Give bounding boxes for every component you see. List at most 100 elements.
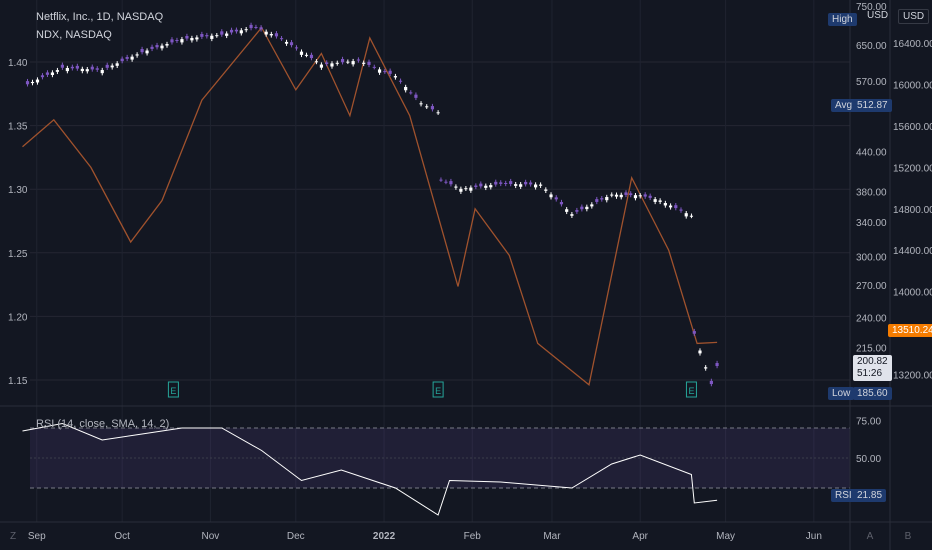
candle-body bbox=[565, 209, 569, 212]
last-price-tag: 200.82 51:26 bbox=[853, 355, 892, 381]
candle-body bbox=[50, 72, 55, 76]
candle-body bbox=[249, 24, 253, 29]
scale-button[interactable]: Z bbox=[10, 531, 16, 542]
candle-body bbox=[367, 61, 371, 65]
compare-series-legend[interactable]: NDX, NASDAQ bbox=[36, 29, 112, 41]
candle-body bbox=[430, 106, 435, 110]
candle-body bbox=[95, 68, 99, 70]
ndx-scale-tick: 13200.00 bbox=[893, 370, 932, 381]
candle-body bbox=[319, 64, 324, 68]
price-scale-tick: 440.00 bbox=[856, 148, 887, 159]
candle-body bbox=[325, 62, 329, 64]
candle-body bbox=[299, 51, 304, 55]
candles bbox=[25, 22, 719, 387]
candle-body bbox=[254, 26, 258, 28]
last-price-value: 200.82 bbox=[857, 356, 888, 367]
candle-body bbox=[494, 181, 498, 185]
candle-body bbox=[419, 103, 423, 105]
candle-body bbox=[425, 106, 429, 108]
currency-label[interactable]: USD bbox=[898, 9, 930, 24]
left-scale-tick: 1.40 bbox=[8, 58, 28, 69]
ndx-scale-tick: 15600.00 bbox=[893, 122, 932, 133]
candle-body bbox=[160, 45, 164, 49]
candle-body bbox=[509, 181, 513, 185]
candle-body bbox=[155, 45, 159, 48]
candle-body bbox=[704, 367, 708, 369]
left-scale-tick: 1.15 bbox=[8, 376, 28, 387]
rsi-legend[interactable]: RSI (14, close, SMA, 14, 2) bbox=[36, 418, 170, 430]
candle-body bbox=[575, 210, 579, 212]
ndx-last-value-tag: 13510.24 bbox=[888, 324, 932, 337]
candle-body bbox=[180, 39, 184, 43]
candle-body bbox=[629, 193, 633, 196]
candle-body bbox=[140, 48, 144, 53]
candle-body bbox=[534, 184, 538, 188]
candle-body bbox=[464, 188, 468, 190]
candle-body bbox=[200, 34, 204, 37]
rsi-series bbox=[22, 422, 718, 516]
candle-body bbox=[165, 44, 169, 46]
candle-body bbox=[538, 184, 543, 186]
candle-body bbox=[175, 39, 179, 41]
price-scale-tick: 300.00 bbox=[856, 252, 887, 263]
candle-body bbox=[674, 205, 678, 209]
price-scale-tick: 570.00 bbox=[856, 77, 887, 88]
candle-body bbox=[195, 37, 199, 40]
candle-body bbox=[610, 194, 614, 196]
candle-body bbox=[388, 70, 392, 74]
candle-body bbox=[304, 54, 309, 56]
candle-body bbox=[549, 194, 553, 198]
candle-body bbox=[398, 80, 403, 82]
candle-body bbox=[585, 206, 589, 210]
candle-body bbox=[120, 58, 124, 62]
price-scale-tick: 240.00 bbox=[856, 313, 887, 324]
scale-button[interactable]: A bbox=[867, 531, 874, 542]
candle-body bbox=[205, 35, 209, 37]
candle-body bbox=[709, 380, 713, 385]
main-series-legend[interactable]: Netflix, Inc., 1D, NASDAQ bbox=[36, 11, 164, 23]
earnings-marker-box bbox=[167, 381, 179, 398]
candle-body bbox=[605, 197, 609, 201]
candle-body bbox=[35, 79, 40, 83]
candle-body bbox=[259, 27, 263, 30]
candle-body bbox=[689, 215, 694, 217]
candle-body bbox=[554, 197, 558, 200]
candle-body bbox=[692, 331, 696, 334]
left-scale-tick: 1.20 bbox=[8, 312, 28, 323]
scale-button[interactable]: B bbox=[905, 531, 912, 542]
candle-body bbox=[469, 187, 473, 191]
candle-body bbox=[115, 63, 119, 66]
earnings-marker-label: E bbox=[688, 386, 694, 396]
candle-body bbox=[65, 68, 69, 72]
candle-body bbox=[638, 195, 642, 197]
candle-body bbox=[499, 182, 503, 184]
candle-body bbox=[444, 181, 448, 183]
candle-body bbox=[648, 195, 652, 198]
candle-body bbox=[294, 47, 299, 49]
candle-body bbox=[595, 199, 599, 202]
ndx-scale-tick: 16400.00 bbox=[893, 39, 932, 50]
candle-body bbox=[244, 29, 248, 31]
candle-body bbox=[590, 204, 594, 207]
price-scale-tick: 650.00 bbox=[856, 41, 887, 52]
candle-body bbox=[60, 64, 64, 68]
candle-body bbox=[614, 194, 619, 197]
earnings-marker-box bbox=[685, 381, 697, 398]
candle-body bbox=[225, 33, 229, 36]
avg-label: Avg bbox=[831, 99, 857, 112]
rsi-scale-tick: 50.00 bbox=[856, 454, 881, 465]
candle-body bbox=[633, 195, 638, 199]
price-scale-tick: 215.00 bbox=[856, 343, 887, 354]
candle-body bbox=[346, 61, 350, 63]
candle-body bbox=[519, 184, 523, 187]
candle-body bbox=[372, 66, 376, 68]
ndx-scale-tick: 15200.00 bbox=[893, 163, 932, 174]
candle-body bbox=[45, 72, 50, 75]
candle-body bbox=[170, 39, 174, 43]
candle-body bbox=[284, 41, 289, 44]
candle-body bbox=[185, 35, 189, 39]
candle-body bbox=[335, 62, 339, 64]
candle-body bbox=[524, 181, 528, 185]
